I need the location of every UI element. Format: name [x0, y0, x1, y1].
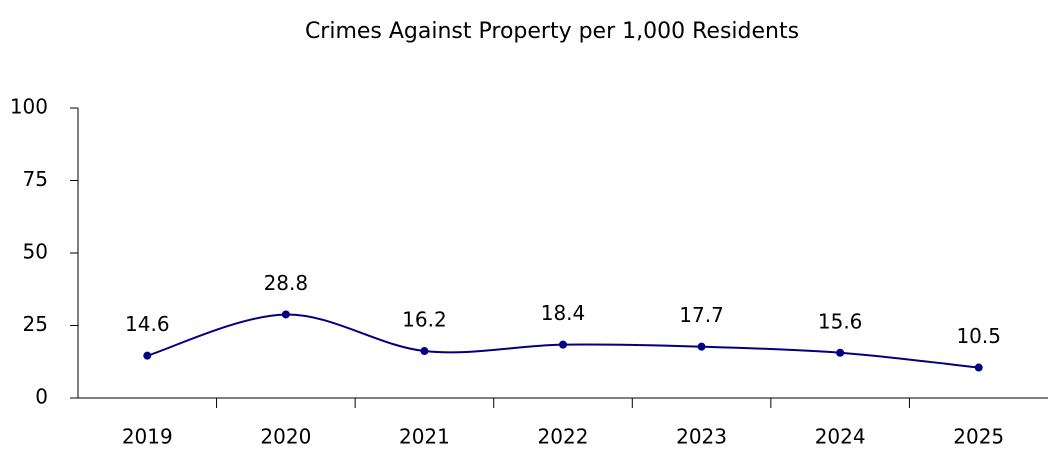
- y-tick-label: 0: [35, 385, 48, 409]
- data-label: 10.5: [956, 324, 1001, 348]
- point: [420, 347, 429, 356]
- x-tick-label: 2022: [538, 425, 589, 449]
- y-tick-label: 75: [23, 167, 48, 191]
- chart-title: Crimes Against Property per 1,000 Reside…: [305, 19, 799, 44]
- x-tick-label: 2021: [399, 425, 450, 449]
- point: [697, 342, 706, 351]
- data-label: 28.8: [264, 271, 309, 295]
- x-tick-label: 2019: [122, 425, 173, 449]
- x-tick-label: 2020: [260, 425, 311, 449]
- y-tick-label: 50: [23, 240, 48, 264]
- point: [281, 310, 290, 319]
- y-tick-label: 25: [23, 312, 48, 336]
- data-label: 17.7: [679, 303, 724, 327]
- point: [974, 363, 983, 372]
- point: [143, 351, 152, 360]
- x-tick-label: 2025: [953, 425, 1004, 449]
- y-tick-label: 100: [10, 95, 48, 119]
- data-label: 14.6: [125, 312, 170, 336]
- point: [836, 348, 845, 357]
- point: [559, 340, 567, 349]
- x-tick-label: 2023: [676, 425, 727, 449]
- data-label: 16.2: [402, 308, 447, 332]
- data-label: 18.4: [541, 301, 586, 325]
- data-label: 15.6: [818, 309, 863, 333]
- x-tick-label: 2024: [815, 425, 866, 449]
